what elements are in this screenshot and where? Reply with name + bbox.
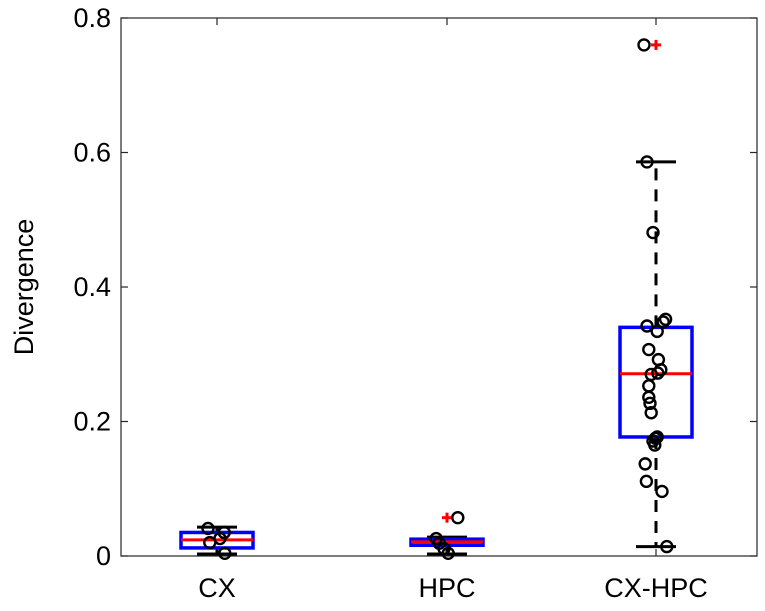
data-point (642, 390, 656, 404)
data-point (644, 406, 658, 420)
data-point (638, 457, 652, 471)
y-tick-label: 0.2 (73, 407, 111, 437)
data-point (658, 312, 673, 326)
x-tick-label: CX (198, 573, 236, 603)
data-point (643, 396, 657, 411)
x-tick-label: HPC (418, 573, 475, 603)
y-tick-label: 0.4 (73, 272, 111, 302)
data-point (646, 225, 660, 240)
data-point (640, 155, 654, 169)
data-point (441, 546, 455, 561)
data-point (640, 319, 654, 333)
x-axis: CX HPC CX-HPC (198, 18, 708, 603)
data-point (217, 525, 231, 540)
y-tick-label: 0 (96, 541, 111, 571)
data-point (656, 315, 670, 329)
data-point (637, 38, 651, 52)
data-point (218, 546, 232, 561)
data-point (651, 366, 665, 380)
data-point (650, 430, 664, 444)
x-tick-label: CX-HPC (604, 573, 708, 603)
y-axis: 0 0.2 0.4 0.6 0.8 (73, 3, 757, 571)
plot-frame (120, 17, 758, 557)
y-tick-label: 0.6 (73, 138, 111, 168)
data-point (650, 324, 664, 339)
data-point (644, 367, 658, 382)
data-point (655, 484, 669, 499)
data-point (642, 342, 656, 357)
data-point (639, 474, 654, 489)
y-axis-title: Divergence (9, 219, 39, 356)
data-point (648, 438, 662, 452)
y-tick-label: 0.8 (73, 3, 111, 33)
data-point (660, 539, 674, 554)
data-points (201, 38, 674, 561)
data-point (451, 510, 465, 525)
data-point (201, 521, 215, 536)
